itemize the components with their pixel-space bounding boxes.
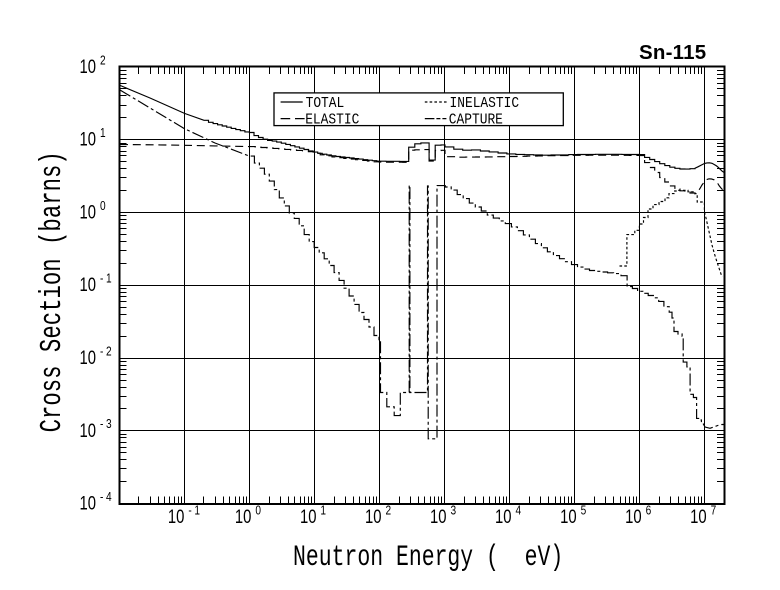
svg-text:10: 10	[690, 506, 706, 527]
svg-text:10: 10	[80, 202, 96, 223]
svg-text:10: 10	[80, 129, 96, 150]
svg-text:1: 1	[320, 503, 328, 517]
svg-text:TOTAL: TOTAL	[306, 95, 345, 112]
svg-text:10: 10	[430, 506, 446, 527]
svg-text:-4: -4	[100, 490, 114, 504]
svg-text:7: 7	[711, 503, 719, 517]
svg-text:ELASTIC: ELASTIC	[305, 112, 359, 129]
svg-text:10: 10	[300, 506, 316, 527]
svg-text:1: 1	[100, 126, 108, 140]
svg-text:Neutron Energy ( eV): Neutron Energy ( eV)	[293, 540, 563, 574]
svg-text:3: 3	[451, 503, 459, 517]
svg-text:10: 10	[625, 506, 641, 527]
svg-text:10: 10	[80, 56, 96, 77]
svg-text:2: 2	[100, 53, 108, 67]
svg-text:-3: -3	[100, 417, 114, 431]
svg-text:0: 0	[100, 199, 108, 213]
svg-text:6: 6	[646, 503, 654, 517]
svg-text:10: 10	[80, 420, 96, 441]
svg-text:INELASTIC: INELASTIC	[450, 95, 520, 112]
svg-text:-2: -2	[100, 344, 114, 358]
svg-text:10: 10	[365, 506, 381, 527]
svg-text:Cross Section (barns): Cross Section (barns)	[36, 151, 70, 432]
svg-text:-1: -1	[188, 503, 202, 517]
svg-text:2: 2	[386, 503, 394, 517]
svg-text:10: 10	[80, 493, 96, 514]
svg-text:5: 5	[581, 503, 589, 517]
svg-text:0: 0	[255, 503, 263, 517]
svg-text:-1: -1	[100, 271, 114, 285]
svg-text:10: 10	[80, 347, 96, 368]
svg-text:10: 10	[495, 506, 511, 527]
svg-text:10: 10	[560, 506, 576, 527]
svg-text:10: 10	[80, 274, 96, 295]
svg-text:CAPTURE: CAPTURE	[449, 112, 503, 129]
svg-text:10: 10	[235, 506, 251, 527]
svg-text:4: 4	[516, 503, 524, 517]
svg-text:Sn-115: Sn-115	[639, 41, 706, 64]
svg-text:10: 10	[168, 506, 184, 527]
